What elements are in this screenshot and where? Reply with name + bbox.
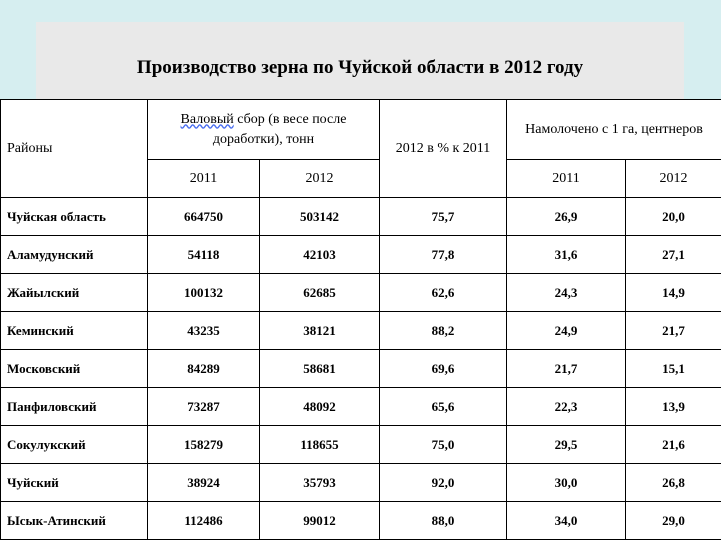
yield-2012-cell: 26,8 <box>625 463 721 502</box>
yield-2012-header: 2012 <box>625 159 721 198</box>
table-row: Панфиловский 73287 48092 65,6 22,3 13,9 <box>0 387 721 426</box>
gross-2011-cell: 664750 <box>147 197 260 236</box>
gross-2012-cell: 99012 <box>258 501 381 540</box>
header-row-1: Районы Валовый сбор (в весе после дорабо… <box>0 99 721 198</box>
yield-2012-cell: 13,9 <box>625 387 721 426</box>
yield-2012-cell: 21,7 <box>625 311 721 350</box>
table-row: Кеминский 43235 38121 88,2 24,9 21,7 <box>0 311 721 350</box>
region-cell: Аламудунский <box>0 235 148 274</box>
table-row: Чуйская область 664750 503142 75,7 26,9 … <box>0 197 721 236</box>
percent-cell: 62,6 <box>379 273 508 312</box>
gross-2011-cell: 43235 <box>147 311 260 350</box>
yield-2012-cell: 27,1 <box>625 235 721 274</box>
percent-cell: 88,2 <box>379 311 508 350</box>
yield-2011-cell: 30,0 <box>506 463 627 502</box>
region-cell: Чуйский <box>0 463 148 502</box>
gross-2012-cell: 62685 <box>258 273 381 312</box>
table-row: Жайылский 100132 62685 62,6 24,3 14,9 <box>0 273 721 312</box>
gross-2012-header: 2012 <box>258 159 381 198</box>
gross-2011-cell: 38924 <box>147 463 260 502</box>
percent-cell: 69,6 <box>379 349 508 388</box>
yield-2011-cell: 24,9 <box>506 311 627 350</box>
gross-2012-cell: 42103 <box>258 235 381 274</box>
region-cell: Чуйская область <box>0 197 148 236</box>
gross-2012-cell: 35793 <box>258 463 381 502</box>
percent-header: 2012 в % к 2011 <box>379 99 508 198</box>
percent-cell: 88,0 <box>379 501 508 540</box>
gross-2011-cell: 100132 <box>147 273 260 312</box>
gross-2011-cell: 84289 <box>147 349 260 388</box>
yield-2011-cell: 21,7 <box>506 349 627 388</box>
yield-2012-cell: 29,0 <box>625 501 721 540</box>
gross-2012-cell: 58681 <box>258 349 381 388</box>
region-cell: Кеминский <box>0 311 148 350</box>
gross-2012-cell: 48092 <box>258 387 381 426</box>
regions-header: Районы <box>0 99 148 198</box>
percent-cell: 77,8 <box>379 235 508 274</box>
yield-2011-header: 2011 <box>506 159 627 198</box>
yield-2012-cell: 14,9 <box>625 273 721 312</box>
title-box <box>36 22 684 100</box>
yield-2012-cell: 20,0 <box>625 197 721 236</box>
gross-harvest-header-first-word: Валовый <box>180 111 234 127</box>
gross-2011-cell: 112486 <box>147 501 260 540</box>
gross-2011-header: 2011 <box>147 159 260 198</box>
table-row: Московский 84289 58681 69,6 21,7 15,1 <box>0 349 721 388</box>
percent-cell: 75,0 <box>379 425 508 464</box>
gross-2011-cell: 73287 <box>147 387 260 426</box>
header-row-2: 2011 2012 2011 2012 <box>1 159 721 198</box>
table-row: Чуйский 38924 35793 92,0 30,0 26,8 <box>0 463 721 502</box>
gross-harvest-header: Валовый сбор (в весе после доработки), т… <box>146 99 381 160</box>
gross-2012-cell: 503142 <box>258 197 381 236</box>
region-cell: Панфиловский <box>0 387 148 426</box>
percent-cell: 65,6 <box>379 387 508 426</box>
gross-2012-cell: 38121 <box>258 311 381 350</box>
yield-header: Намолочено с 1 га, центнеров <box>506 99 721 160</box>
yield-2011-cell: 22,3 <box>506 387 627 426</box>
region-cell: Жайылский <box>0 273 148 312</box>
yield-2012-cell: 21,6 <box>625 425 721 464</box>
gross-2012-cell: 118655 <box>258 425 381 464</box>
table-row: Ысык-Атинский 112486 99012 88,0 34,0 29,… <box>0 501 721 540</box>
region-cell: Ысык-Атинский <box>0 501 148 540</box>
table-row: Аламудунский 54118 42103 77,8 31,6 27,1 <box>0 235 721 274</box>
yield-2011-cell: 31,6 <box>506 235 627 274</box>
percent-cell: 75,7 <box>379 197 508 236</box>
gross-2011-cell: 54118 <box>147 235 260 274</box>
gross-harvest-header-rest: сбор (в весе после доработки), тонн <box>212 111 347 147</box>
region-cell: Московский <box>0 349 148 388</box>
yield-2011-cell: 29,5 <box>506 425 627 464</box>
table-row: Сокулукский 158279 118655 75,0 29,5 21,6 <box>0 425 721 464</box>
page-title: Производство зерна по Чуйской области в … <box>136 57 584 78</box>
yield-2011-cell: 26,9 <box>506 197 627 236</box>
region-cell: Сокулукский <box>0 425 148 464</box>
gross-2011-cell: 158279 <box>147 425 260 464</box>
yield-2011-cell: 34,0 <box>506 501 627 540</box>
yield-2012-cell: 15,1 <box>625 349 721 388</box>
percent-cell: 92,0 <box>379 463 508 502</box>
yield-2011-cell: 24,3 <box>506 273 627 312</box>
grain-production-table: Районы Валовый сбор (в весе после дорабо… <box>0 99 721 540</box>
